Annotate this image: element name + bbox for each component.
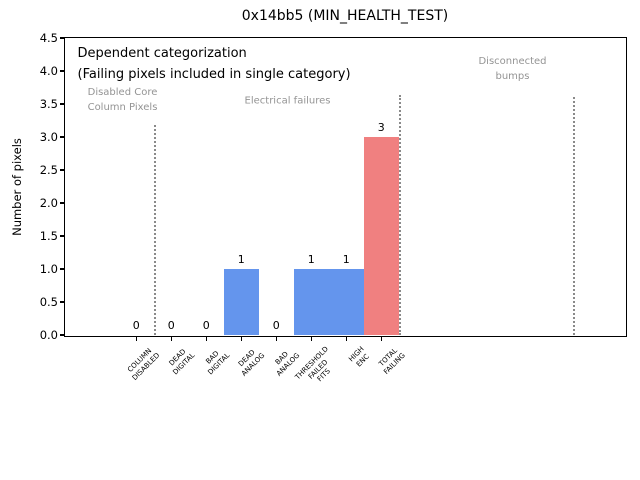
y-tick-mark — [60, 268, 65, 270]
y-tick-label: 1.5 — [39, 229, 58, 243]
y-tick-label: 3.5 — [39, 97, 58, 111]
x-tick-label: DEAD DIGITAL — [167, 347, 197, 377]
bar-value-label: 0 — [132, 318, 140, 332]
section-separator-line — [572, 96, 575, 335]
y-tick-mark — [60, 202, 65, 204]
x-tick-label: COLUMN DISABLED — [126, 346, 162, 382]
x-tick-label: TOTAL FAILING — [377, 346, 407, 376]
y-tick-mark — [60, 37, 65, 39]
x-tick-label: THRESHOLD FAILED FITS — [294, 345, 333, 384]
y-tick-mark — [60, 235, 65, 237]
bar — [223, 268, 259, 335]
annotation-heading: Dependent categorization — [77, 45, 247, 61]
section-separator-line — [398, 94, 401, 335]
bar-value-label: 0 — [202, 318, 210, 332]
x-tick-mark — [380, 336, 383, 341]
bar-value-label: 1 — [237, 252, 245, 266]
x-tick-mark — [310, 336, 313, 341]
x-tick-mark — [275, 336, 278, 341]
y-tick-label: 2.0 — [39, 196, 58, 210]
y-tick-mark — [60, 136, 65, 138]
y-tick-label: 1.0 — [39, 262, 58, 276]
section-label: Electrical failures — [244, 95, 331, 106]
bar — [328, 268, 364, 335]
y-tick-mark — [60, 103, 65, 105]
y-tick-label: 2.5 — [39, 163, 58, 177]
y-tick-mark — [60, 301, 65, 303]
bar-value-label: 1 — [307, 252, 315, 266]
y-tick-label: 4.0 — [39, 64, 58, 78]
bar — [293, 268, 329, 335]
y-tick-mark — [60, 70, 65, 72]
bar-value-label: 1 — [342, 252, 350, 266]
x-tick-mark — [205, 336, 208, 341]
y-tick-label: 0.5 — [39, 295, 58, 309]
x-tick-mark — [240, 336, 243, 341]
y-axis-label: Number of pixels — [10, 138, 24, 236]
x-tick-label: HIGH ENC — [346, 345, 371, 369]
bar-value-label: 3 — [377, 120, 385, 134]
y-tick-label: 4.5 — [39, 31, 58, 45]
x-tick-label: BAD DIGITAL — [204, 349, 232, 377]
section-separator-line — [153, 124, 156, 335]
x-tick-mark — [170, 336, 173, 341]
y-tick-label: 0.0 — [39, 328, 58, 342]
y-tick-label: 3.0 — [39, 130, 58, 144]
annotation-subheading: (Failing pixels included in single categ… — [77, 66, 351, 82]
bar-value-label: 0 — [272, 318, 280, 332]
plot-area: 0 0 0 1 0 1 1 3 Disabled Core Column Pixels Elec… — [63, 36, 627, 337]
x-tick-mark — [345, 336, 348, 341]
section-label: Disconnected bumps — [478, 55, 547, 82]
y-tick-mark — [60, 334, 65, 336]
x-tick-label: DEAD ANALOG — [237, 348, 267, 378]
bar-value-label: 0 — [167, 318, 175, 332]
bar — [363, 136, 399, 335]
x-tick-mark — [135, 336, 138, 341]
section-label: Disabled Core Column Pixels — [87, 86, 158, 113]
chart-title: 0x14bb5 (MIN_HEALTH_TEST) — [241, 8, 449, 24]
y-tick-mark — [60, 169, 65, 171]
